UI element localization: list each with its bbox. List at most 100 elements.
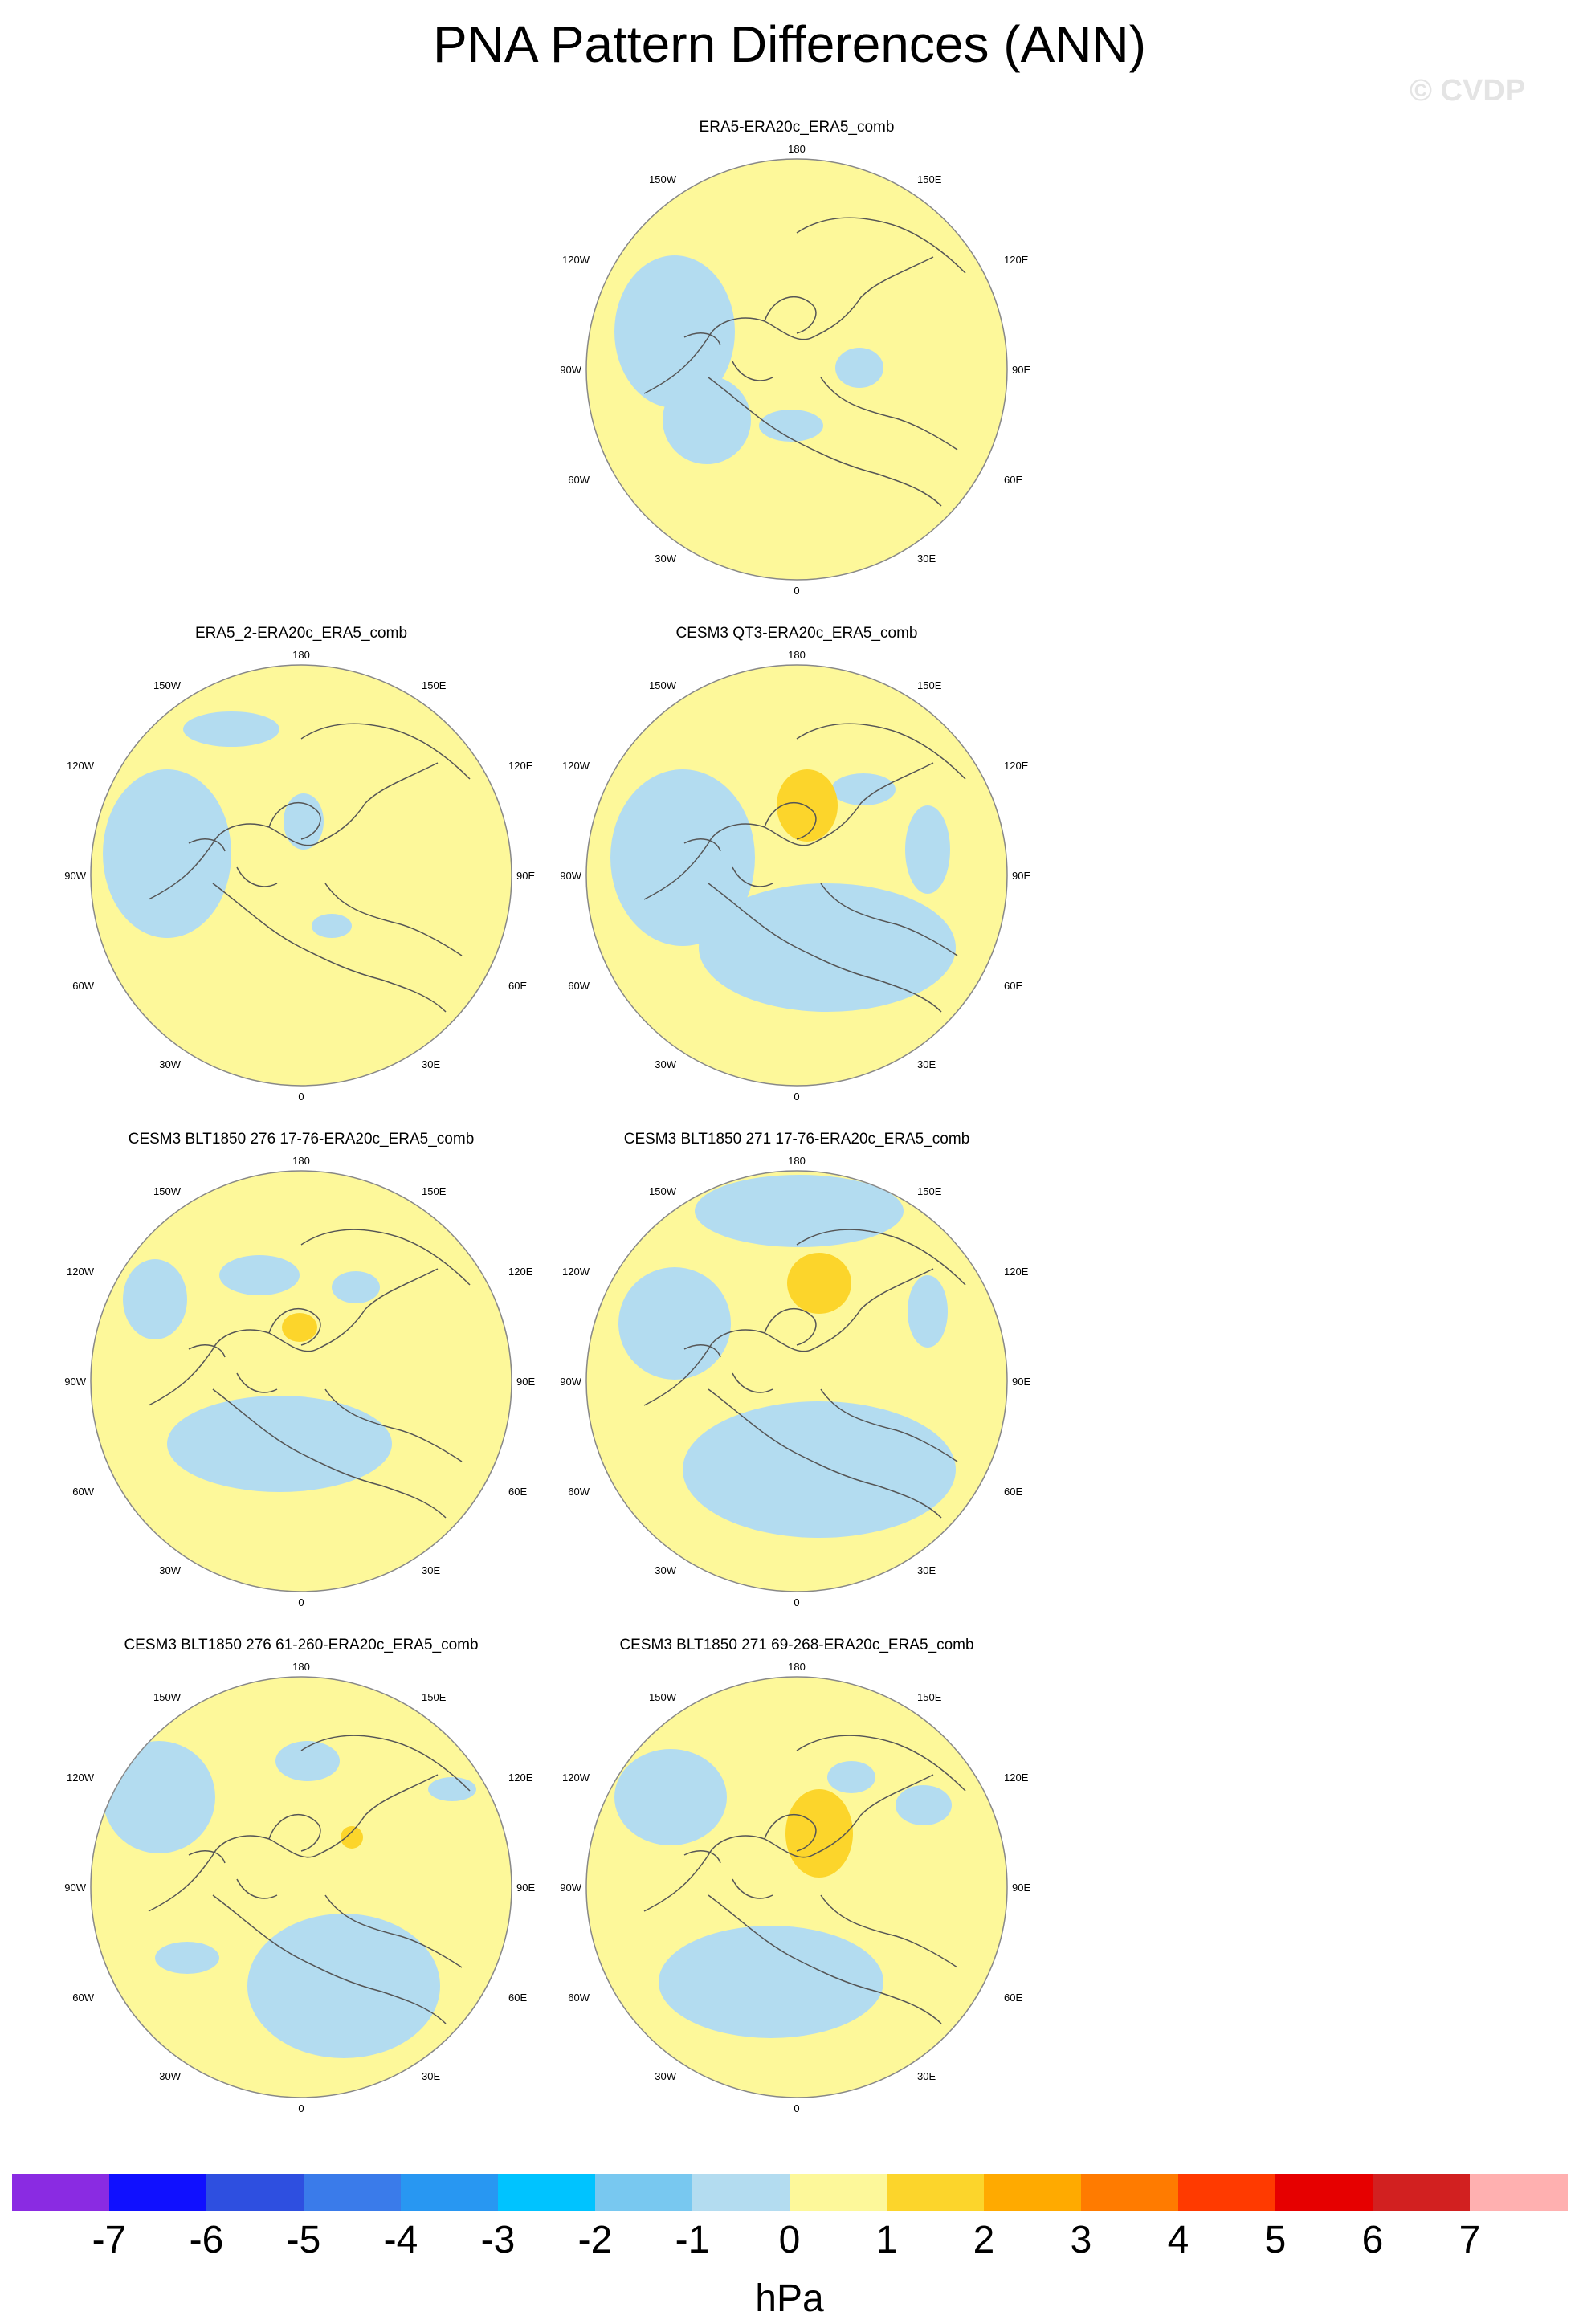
longitude-label: 30E <box>917 1058 936 1070</box>
longitude-label: 150E <box>422 1691 447 1703</box>
negative-anomaly-region <box>827 1761 875 1793</box>
longitude-label: 150W <box>649 679 677 691</box>
negative-anomaly-region <box>905 805 950 894</box>
map-panel: CESM3 BLT1850 271 69-268-ERA20c_ERA5_com… <box>556 1637 1038 2134</box>
longitude-label: 0 <box>298 2102 304 2114</box>
colorbar-box <box>498 2174 596 2211</box>
coastline <box>820 377 958 451</box>
coastline <box>268 1814 321 1852</box>
longitude-label: 0 <box>794 1596 799 1608</box>
positive-anomaly-region <box>787 1253 851 1314</box>
map-boundary <box>90 1676 512 2098</box>
longitude-label: 90E <box>1012 364 1030 376</box>
polar-map: 180 0 150W 150E 120W 120E 90W 90E 60W 60E 30W 30E <box>560 649 1030 1103</box>
colorbar-tick-label: 2 <box>973 2219 995 2261</box>
negative-anomaly-region <box>695 1175 904 1247</box>
map-boundary <box>90 664 512 1087</box>
map-boundary <box>585 158 1008 581</box>
longitude-label: 60E <box>1004 474 1022 486</box>
longitude-label: 30E <box>917 552 936 565</box>
colorbar-box <box>1275 2174 1373 2211</box>
longitude-label: 30W <box>655 1564 676 1576</box>
coastline <box>236 866 278 887</box>
positive-anomaly-region <box>341 1826 363 1849</box>
map-panel: CESM3 BLT1850 271 17-76-ERA20c_ERA5_comb… <box>556 1131 1038 1629</box>
negative-anomaly-region <box>123 1259 187 1339</box>
longitude-label: 120E <box>1004 1266 1029 1278</box>
colorbar-tick-label: 4 <box>1167 2219 1189 2261</box>
longitude-label: 120W <box>562 1266 590 1278</box>
longitude-label: 150W <box>153 1691 182 1703</box>
longitude-label: 90W <box>64 870 86 882</box>
negative-anomaly-region <box>167 1396 392 1492</box>
coastline <box>764 296 817 334</box>
colorbar-box <box>304 2174 402 2211</box>
longitude-label: 60W <box>568 474 590 486</box>
coastline <box>764 1814 817 1852</box>
longitude-label: 150E <box>917 679 942 691</box>
coastline <box>683 1850 721 1864</box>
colorbar-box <box>206 2174 304 2211</box>
coastline <box>643 1774 934 1912</box>
polar-map: 180 0 150W 150E 120W 120E 90W 90E 60W 60E 30W 30E <box>560 1155 1030 1608</box>
polar-map: 180 0 150W 150E 120W 120E 90W 90E 60W 60E 30W 30E <box>560 1661 1030 2114</box>
map-boundary <box>585 664 1008 1087</box>
longitude-label: 60W <box>568 980 590 992</box>
panel-title: ERA5-ERA20c_ERA5_comb <box>699 119 895 136</box>
polar-map: 180 0 150W 150E 120W 120E 90W 90E 60W 60E 30W 30E <box>560 143 1030 597</box>
longitude-label: 150E <box>917 173 942 186</box>
longitude-label: 30W <box>159 2070 181 2082</box>
coastline <box>683 332 721 346</box>
coastline <box>300 1735 471 1792</box>
longitude-label: 180 <box>292 1661 310 1673</box>
longitude-label: 30W <box>655 552 676 565</box>
longitude-label: 120W <box>67 760 95 772</box>
coastline <box>148 1268 439 1406</box>
coastline <box>324 883 463 956</box>
negative-anomaly-region <box>699 883 956 1012</box>
longitude-label: 150E <box>422 679 447 691</box>
longitude-label: 90E <box>1012 870 1030 882</box>
coastline <box>796 1229 966 1286</box>
longitude-label: 90W <box>560 364 581 376</box>
colorbar-tick-label: 3 <box>1070 2219 1092 2261</box>
longitude-label: 120W <box>67 1772 95 1784</box>
negative-anomaly-region <box>312 914 352 938</box>
panel-title: CESM3 BLT1850 271 17-76-ERA20c_ERA5_comb <box>623 1131 970 1148</box>
coastline <box>236 1878 278 1899</box>
longitude-label: 150W <box>649 173 677 186</box>
coastline <box>212 1388 447 1519</box>
coastline <box>324 1894 463 1968</box>
coastline <box>820 883 958 956</box>
coastline <box>643 256 934 394</box>
positive-anomaly-region <box>777 769 838 842</box>
coastline <box>732 1372 773 1393</box>
longitude-label: 0 <box>794 1091 799 1103</box>
negative-anomaly-region <box>428 1777 476 1801</box>
coastline <box>732 361 773 381</box>
longitude-label: 120E <box>1004 1772 1029 1784</box>
longitude-label: 120W <box>562 1772 590 1784</box>
coastline <box>708 883 942 1013</box>
map-panel: CESM3 QT3-ERA20c_ERA5_comb 180 0 150W 150E 12… <box>556 625 1038 1123</box>
longitude-label: 90E <box>516 1376 535 1388</box>
positive-anomaly-region <box>282 1313 317 1342</box>
longitude-label: 150E <box>422 1185 447 1197</box>
longitude-label: 150W <box>153 1185 182 1197</box>
map-boundary <box>585 1170 1008 1592</box>
longitude-label: 0 <box>298 1596 304 1608</box>
negative-anomaly-region <box>183 711 279 747</box>
longitude-label: 150W <box>153 679 182 691</box>
coastline <box>643 762 934 900</box>
colorbar-tick-label: -7 <box>92 2219 127 2261</box>
coastline <box>732 1878 773 1899</box>
panel-title: ERA5_2-ERA20c_ERA5_comb <box>194 625 408 642</box>
polar-map: 180 0 150W 150E 120W 120E 90W 90E 60W 60E 30W 30E <box>64 1661 535 2114</box>
longitude-label: 60E <box>508 1992 527 2004</box>
map-boundary <box>90 1170 512 1592</box>
negative-anomaly-region <box>896 1785 952 1825</box>
longitude-label: 180 <box>788 143 806 155</box>
longitude-label: 60E <box>1004 1486 1022 1498</box>
coastline <box>764 1308 817 1346</box>
longitude-label: 30E <box>917 2070 936 2082</box>
